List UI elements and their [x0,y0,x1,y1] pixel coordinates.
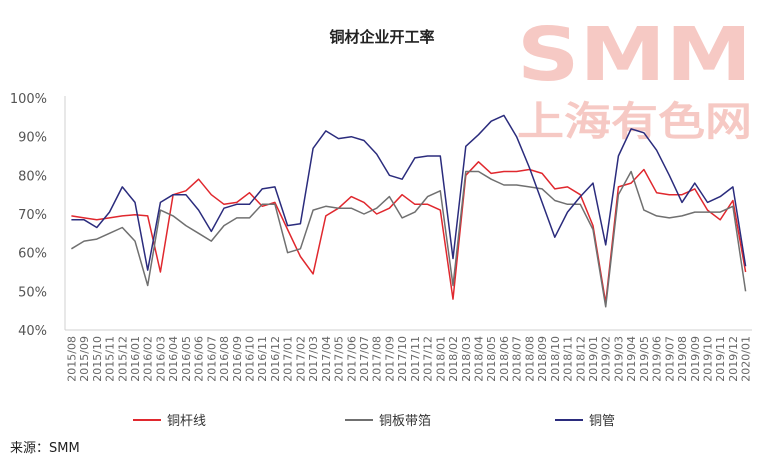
y-tick-label: 100% [10,92,47,107]
x-tick-label: 2015/08 [65,336,78,382]
x-tick-label: 2017/11 [409,336,422,382]
x-tick-label: 2018/06 [498,336,511,382]
x-tick-label: 2016/04 [167,336,180,382]
x-tick-label: 2018/09 [536,336,549,382]
x-tick-label: 2017/05 [333,336,346,382]
x-tick-label: 2016/03 [154,336,167,382]
x-tick-labels: 2015/08 2015/09 2015/10 2015/11 2015/12 2016/… [65,336,752,382]
x-tick-label: 2018/10 [549,336,562,382]
x-tick-label: 2019/06 [651,336,664,382]
x-tick-label: 2018/04 [472,336,485,382]
legend-label: 铜管 [589,414,615,429]
axes [64,96,752,331]
x-tick-label: 2017/10 [396,336,409,382]
x-tick-label: 2017/02 [294,336,307,382]
x-tick-label: 2019/03 [612,336,625,382]
watermark-cn: 上海有色网 [517,99,752,145]
chart-title: 铜材企业开工率 [329,28,434,46]
x-tick-label: 2015/10 [91,336,104,382]
x-tick-label: 2017/09 [383,336,396,382]
x-tick-label: 2016/02 [142,336,155,382]
x-tick-label: 2019/08 [676,336,689,382]
x-tick-label: 2019/02 [600,336,613,382]
x-tick-label: 2016/05 [180,336,193,382]
x-tick-label: 2017/04 [320,336,333,382]
x-tick-label: 2019/09 [689,336,702,382]
x-tick-label: 2017/06 [345,336,358,382]
x-tick-label: 2016/12 [269,336,282,382]
x-tick-label: 2020/01 [740,336,753,382]
x-tick-label: 2016/11 [256,336,269,382]
x-tick-label: 2018/05 [485,336,498,382]
x-tick-label: 2016/06 [193,336,206,382]
y-tick-label: 50% [18,285,47,300]
x-tick-label: 2016/09 [231,336,244,382]
x-tick-label: 2015/09 [78,336,91,382]
x-tick-label: 2017/12 [422,336,435,382]
x-tick-label: 2018/02 [447,336,460,382]
x-tick-label: 2016/01 [129,336,142,382]
x-tick-label: 2019/05 [638,336,651,382]
y-tick-label: 40% [18,324,47,339]
x-tick-label: 2019/11 [714,336,727,382]
x-tick-label: 2018/07 [511,336,524,382]
x-tick-label: 2017/08 [371,336,384,382]
y-tick-label: 80% [18,169,47,184]
x-tick-label: 2019/10 [701,336,714,382]
y-tick-label: 90% [18,131,47,146]
legend: 铜杆线 铜板带箔 铜管 [133,413,615,429]
x-tick-label: 2019/04 [625,336,638,382]
source-note: 来源：SMM [10,441,80,456]
y-tick-labels: 40% 50% 60% 70% 80% 90% 100% [10,92,47,339]
series-line-0 [71,161,747,304]
series-line-1 [71,170,747,308]
x-tick-label: 2018/11 [562,336,575,382]
x-tick-label: 2016/07 [205,336,218,382]
x-tick-label: 2018/03 [460,336,473,382]
x-tick-label: 2016/08 [218,336,231,382]
x-tick-label: 2015/12 [116,336,129,382]
x-tick-label: 2019/12 [727,336,740,382]
y-tick-label: 60% [18,247,47,262]
x-tick-label: 2017/01 [282,336,295,382]
x-tick-label: 2019/01 [587,336,600,382]
series-line-2 [71,114,747,271]
x-tick-label: 2017/03 [307,336,320,382]
smm-watermark: SMM 上海有色网 [517,12,752,145]
x-tick-label: 2015/11 [104,336,117,382]
series-lines [71,114,747,308]
x-tick-label: 2018/12 [574,336,587,382]
x-tick-label: 2019/07 [663,336,676,382]
x-tick-label: 2017/07 [358,336,371,382]
legend-label: 铜板带箔 [379,413,431,429]
y-tick-label: 70% [18,208,47,223]
x-tick-label: 2018/01 [434,336,447,382]
legend-label: 铜杆线 [167,414,206,429]
x-tick-label: 2018/08 [523,336,536,382]
x-tick-label: 2016/10 [243,336,256,382]
watermark-brand: SMM [517,12,752,98]
